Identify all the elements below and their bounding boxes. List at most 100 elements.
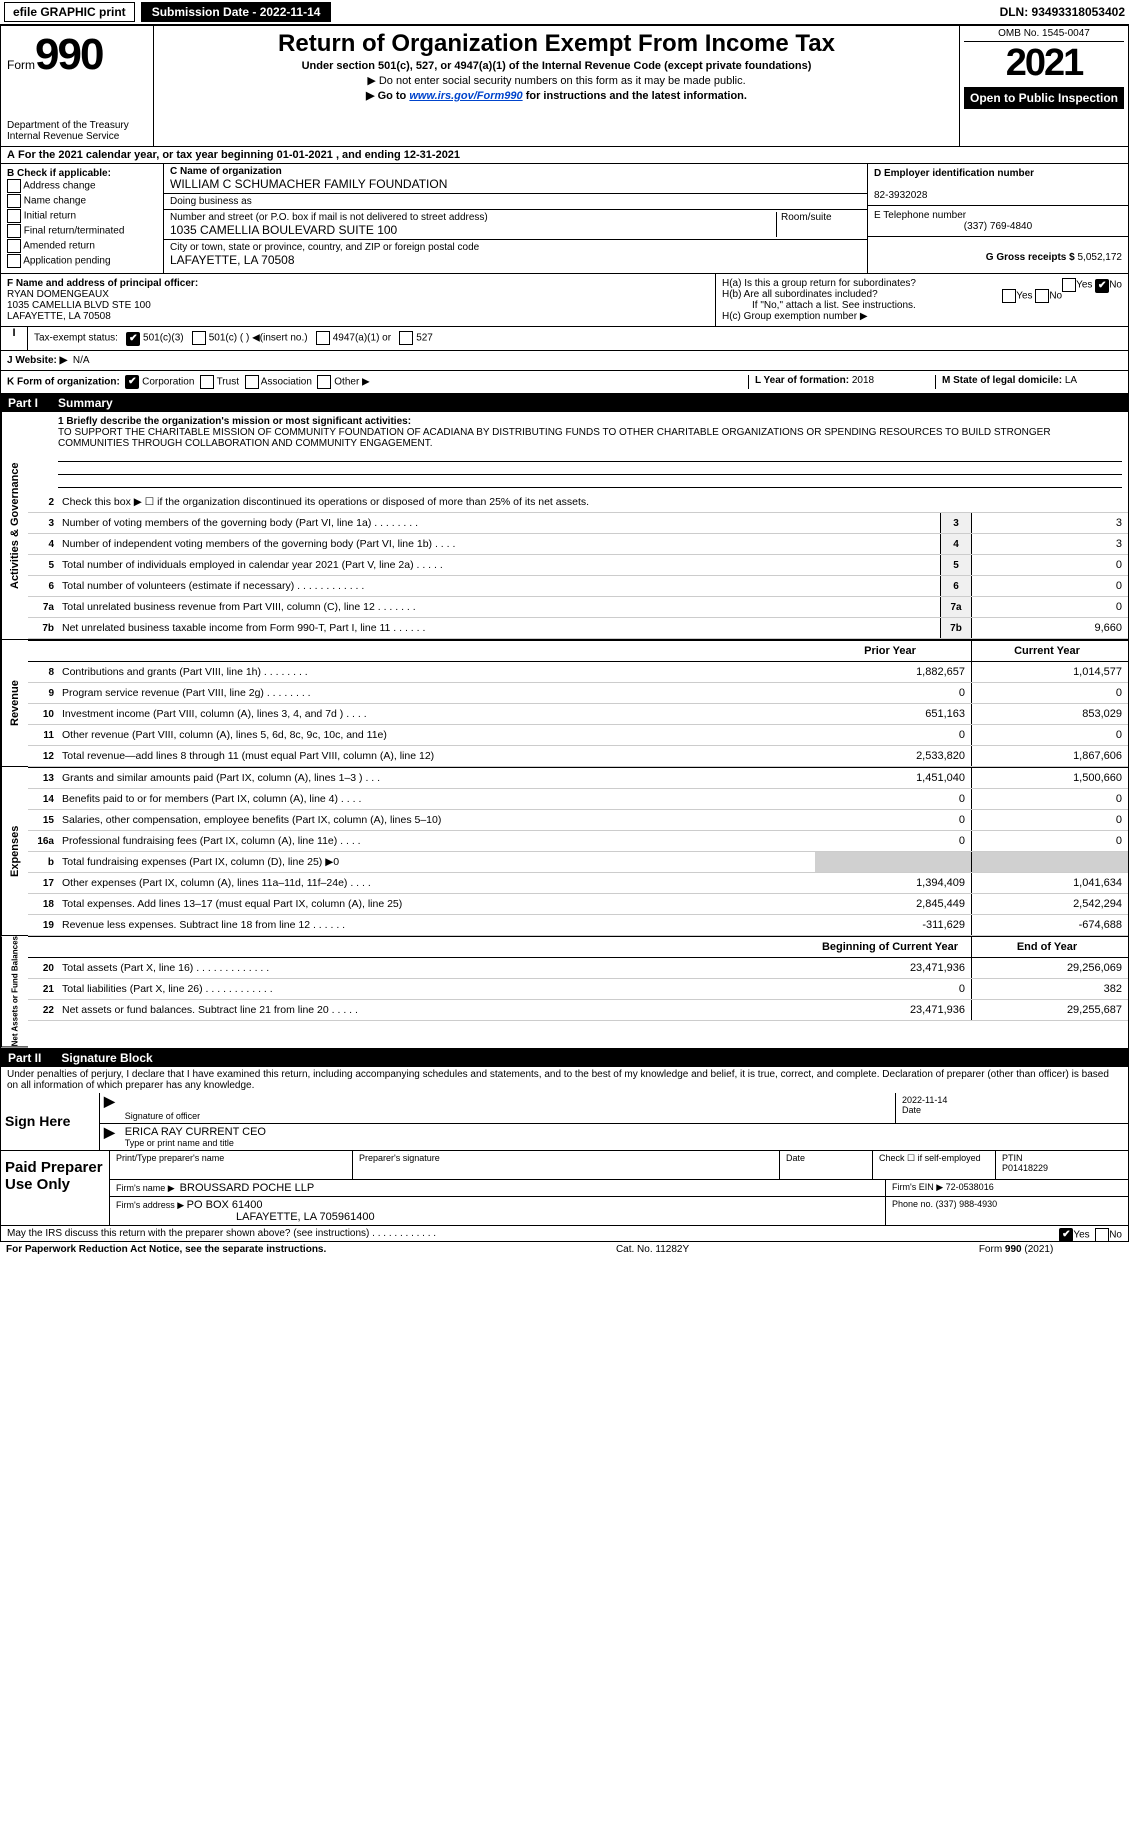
summary-line: 16aProfessional fundraising fees (Part I… [28, 831, 1128, 852]
chk-final-return[interactable] [7, 224, 21, 238]
discuss-no[interactable] [1095, 1228, 1109, 1242]
dept-treasury: Department of the Treasury Internal Reve… [7, 120, 147, 142]
footer-year: 2021 [1028, 1244, 1050, 1255]
part1-body: Activities & Governance 1 Briefly descri… [0, 412, 1129, 1048]
line-cur: 1,041,634 [972, 873, 1128, 893]
chk-4947[interactable] [316, 331, 330, 345]
line-num: 6 [28, 581, 58, 592]
line-prior: 0 [815, 979, 972, 999]
efile-print-button[interactable]: efile GRAPHIC print [4, 2, 135, 22]
room-label: Room/suite [781, 212, 832, 223]
line-val: 0 [972, 597, 1128, 617]
arrow-icon: ▶ [100, 1093, 119, 1123]
line-num: 5 [28, 560, 58, 571]
arrow-icon-2: ▶ [100, 1124, 119, 1150]
footer-mid: Cat. No. 11282Y [616, 1244, 689, 1255]
ein-value: 82-3932028 [874, 190, 927, 201]
line-desc: Total number of individuals employed in … [58, 557, 940, 573]
ha-label: H(a) Is this a group return for subordin… [722, 278, 916, 289]
line-prior: 2,845,449 [815, 894, 972, 914]
line-cur: 29,255,687 [972, 1000, 1128, 1020]
section-deg: D Employer identification number 82-3932… [868, 164, 1128, 273]
footer-form-num: 990 [1005, 1244, 1022, 1255]
sidebar-revenue: Revenue [1, 640, 28, 767]
ptin-label: PTIN [1002, 1153, 1023, 1163]
summary-line: 17Other expenses (Part IX, column (A), l… [28, 873, 1128, 894]
discuss-yes-checked[interactable]: ✔ [1059, 1228, 1073, 1242]
line-desc: Total number of volunteers (estimate if … [58, 578, 940, 594]
summary-line: 15Salaries, other compensation, employee… [28, 810, 1128, 831]
gross-value: 5,052,172 [1078, 252, 1123, 263]
chk-assoc[interactable] [245, 375, 259, 389]
dba-label: Doing business as [170, 196, 252, 207]
submission-date-button[interactable]: Submission Date - 2022-11-14 [141, 2, 332, 22]
line-prior: 0 [815, 789, 972, 809]
chk-initial-return[interactable] [7, 209, 21, 223]
form-title: Return of Organization Exempt From Incom… [162, 30, 951, 58]
hb-no[interactable] [1035, 289, 1049, 303]
lbl-initial-return: Initial return [24, 211, 76, 222]
name-label: C Name of organization [170, 166, 282, 177]
summary-line: 9Program service revenue (Part VIII, lin… [28, 683, 1128, 704]
hc-label: H(c) Group exemption number ▶ [722, 311, 868, 322]
line-num: b [28, 857, 58, 868]
line-num: 7a [28, 602, 58, 613]
discuss-row: May the IRS discuss this return with the… [0, 1226, 1129, 1242]
line-num: 12 [28, 751, 58, 762]
m-label: M State of legal domicile: [942, 375, 1062, 386]
chk-amended[interactable] [7, 239, 21, 253]
section-klm: K Form of organization: ✔ Corporation Tr… [0, 371, 1129, 395]
chk-address-change[interactable] [7, 179, 21, 193]
line-desc: Professional fundraising fees (Part IX, … [58, 833, 815, 849]
line-prior: 0 [815, 725, 972, 745]
line-num: 16a [28, 836, 58, 847]
line-desc: Total unrelated business revenue from Pa… [58, 599, 940, 615]
line-val: 9,660 [972, 618, 1128, 638]
part1-num: Part I [8, 396, 38, 410]
chk-other[interactable] [317, 375, 331, 389]
line-cur: 0 [972, 789, 1128, 809]
summary-line: 20Total assets (Part X, line 16) . . . .… [28, 958, 1128, 979]
officer-addr2: LAFAYETTE, LA 70508 [7, 311, 111, 322]
sig-officer-label: Signature of officer [125, 1111, 200, 1121]
line-cur: 382 [972, 979, 1128, 999]
irs-link[interactable]: www.irs.gov/Form990 [409, 90, 522, 102]
form-header: Form990 Department of the Treasury Inter… [0, 26, 1129, 147]
chk-527[interactable] [399, 331, 413, 345]
line-cur: 0 [972, 810, 1128, 830]
chk-501c3[interactable]: ✔ [126, 332, 140, 346]
ha-yes[interactable] [1062, 278, 1076, 292]
line-val: 3 [972, 534, 1128, 554]
f-label: F Name and address of principal officer: [7, 278, 198, 289]
chk-corp[interactable]: ✔ [125, 375, 139, 389]
line-cur: 0 [972, 831, 1128, 851]
line-val: 0 [972, 555, 1128, 575]
opt-527: 527 [416, 333, 433, 344]
firm-phone-label: Phone no. [892, 1199, 933, 1209]
penalty-text: Under penalties of perjury, I declare th… [0, 1067, 1129, 1093]
opt-trust: Trust [217, 376, 239, 387]
line-prior: 1,394,409 [815, 873, 972, 893]
section-fh: F Name and address of principal officer:… [0, 274, 1129, 327]
footer-right: Form 990 (2021) [979, 1244, 1054, 1255]
officer-name: RYAN DOMENGEAUX [7, 289, 109, 300]
part2-num: Part II [8, 1051, 41, 1065]
opt-corp: Corporation [142, 376, 194, 387]
line-num: 9 [28, 688, 58, 699]
hb-yes[interactable] [1002, 289, 1016, 303]
opt-501c: 501(c) ( ) ◀(insert no.) [209, 333, 308, 344]
chk-app-pending[interactable] [7, 254, 21, 268]
col-end: End of Year [972, 937, 1128, 957]
line-box: 5 [940, 555, 972, 575]
part1-title: Summary [58, 396, 113, 410]
ha-no-checked[interactable]: ✔ [1095, 279, 1109, 293]
chk-501c[interactable] [192, 331, 206, 345]
col-begin: Beginning of Current Year [815, 937, 972, 957]
line-desc: Total fundraising expenses (Part IX, col… [58, 854, 815, 870]
chk-trust[interactable] [200, 375, 214, 389]
sidebar-netassets: Net Assets or Fund Balances [1, 936, 28, 1047]
chk-name-change[interactable] [7, 194, 21, 208]
opt-other: Other ▶ [334, 376, 369, 387]
firm-phone: (337) 988-4930 [936, 1199, 998, 1209]
discuss-no-label: No [1109, 1229, 1122, 1240]
